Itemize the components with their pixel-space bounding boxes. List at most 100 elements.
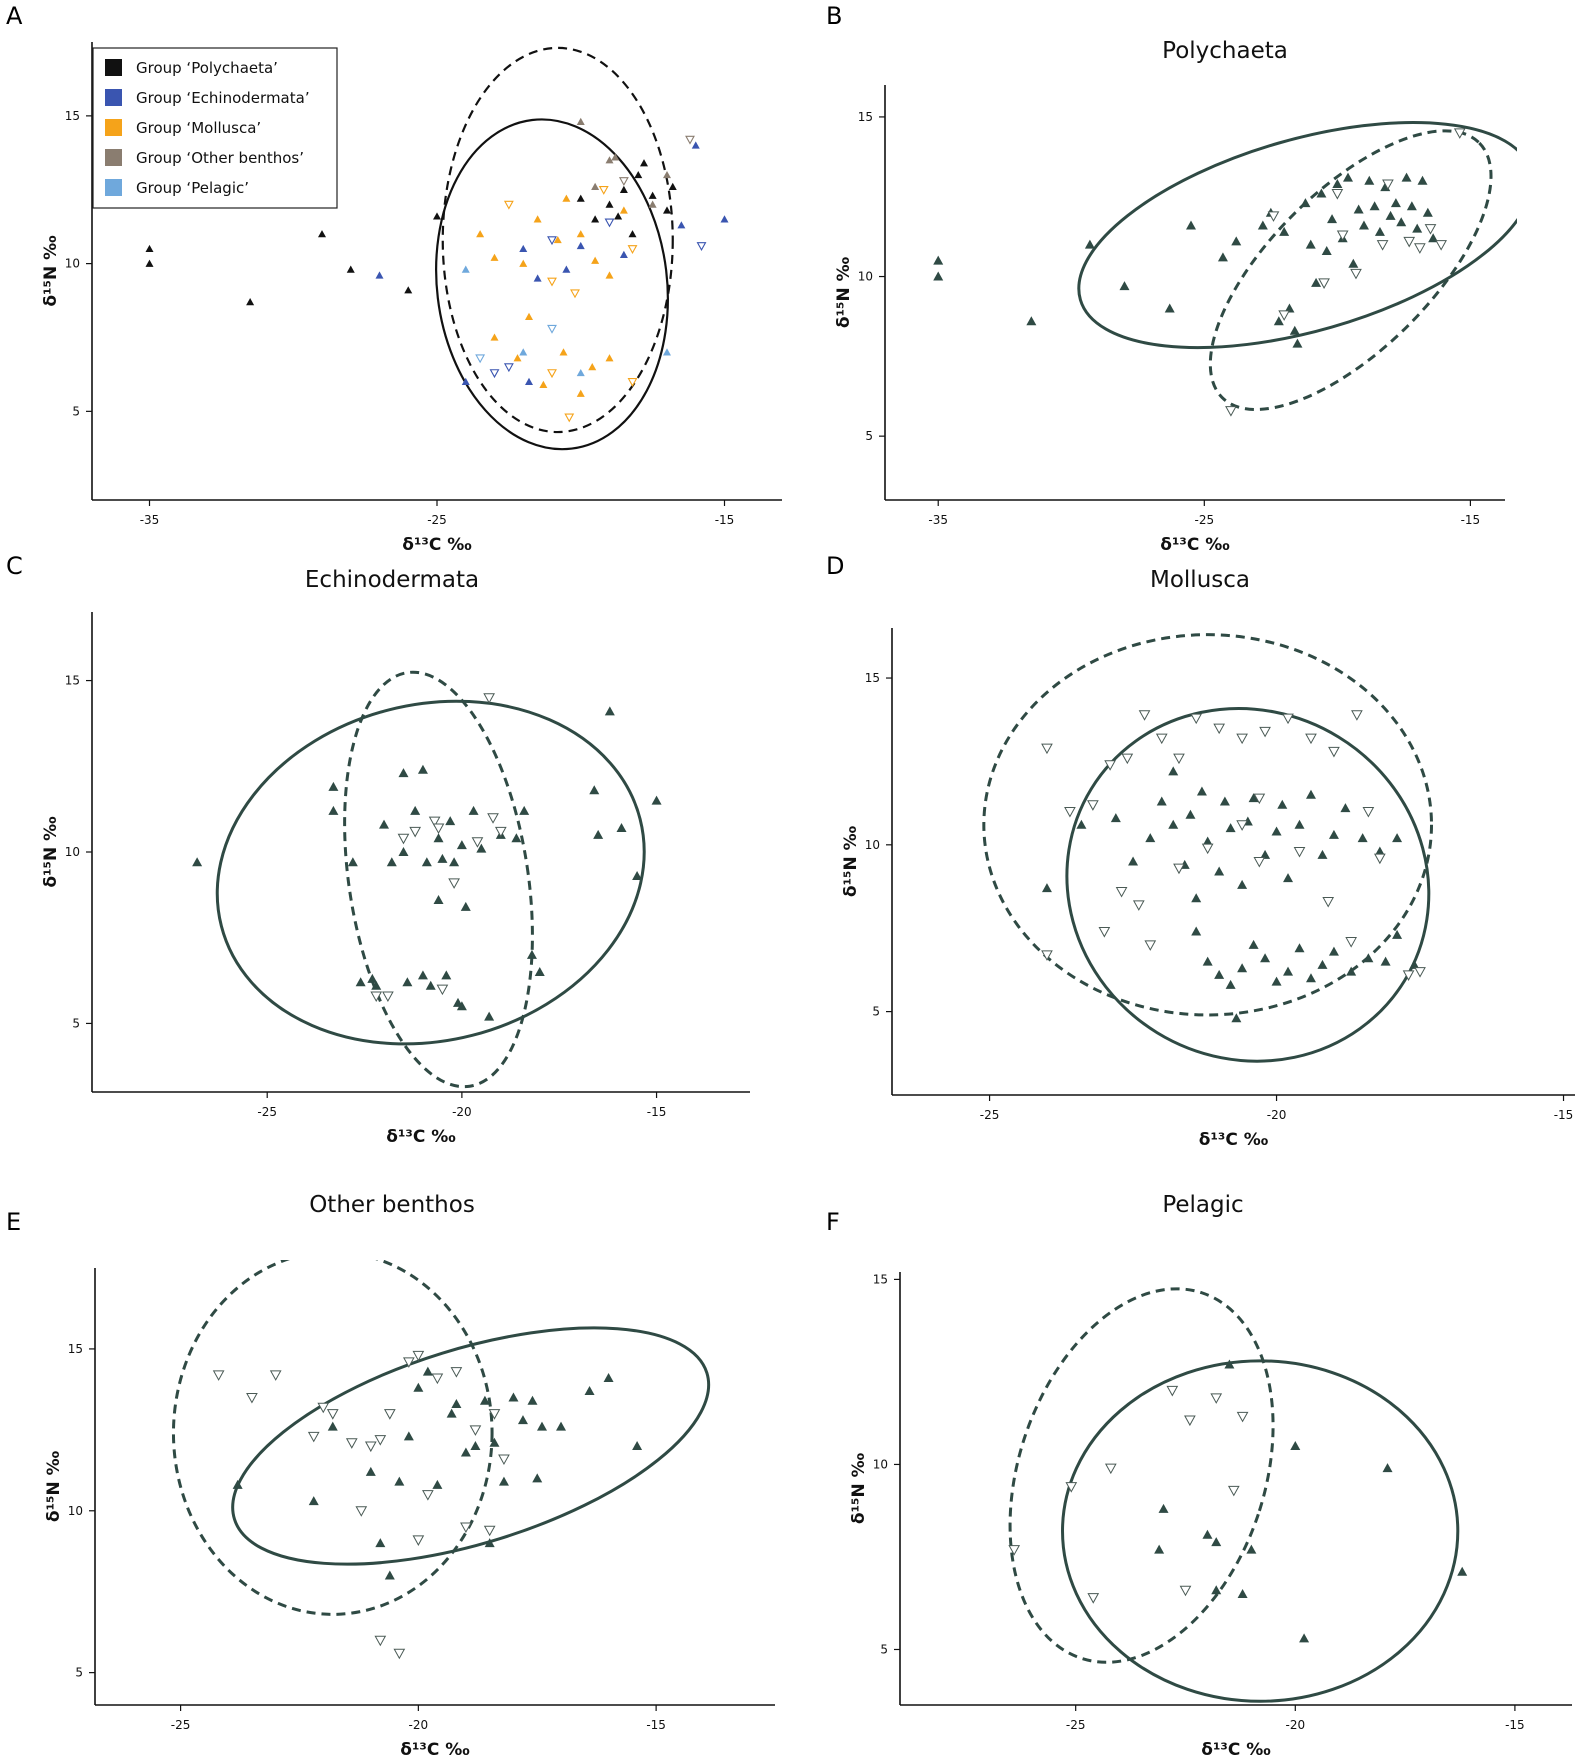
panel-e-series-1 xyxy=(212,1350,510,1660)
panel-a-point xyxy=(677,221,686,229)
panel-c-y-tick-label: 10 xyxy=(65,845,80,859)
legend-label-pelagic: Group ‘Pelagic’ xyxy=(136,179,249,197)
panel-a-point xyxy=(553,235,562,244)
panel-f-ellipses xyxy=(1008,1287,1460,1703)
legend-swatch-polychaeta xyxy=(105,59,122,76)
panel-e-point xyxy=(460,1447,471,1457)
panel-d-point xyxy=(1305,733,1317,745)
panel-f-series-1 xyxy=(1008,1385,1249,1604)
panel-e-point xyxy=(345,1438,358,1449)
panel-d-point xyxy=(1041,883,1052,893)
panel-d-point xyxy=(1145,833,1156,843)
panel-d-point xyxy=(1259,726,1271,738)
panel-a-point xyxy=(475,354,486,364)
panel-d-point xyxy=(1277,799,1288,809)
panel-a-point xyxy=(576,194,585,202)
panel-d-point xyxy=(1305,973,1316,983)
panel-letter-a: A xyxy=(6,2,23,30)
panel-b-point xyxy=(1278,310,1290,321)
panel-c-point xyxy=(456,1001,467,1011)
panel-c-point xyxy=(449,857,460,867)
panel-d-y-tick-label: 5 xyxy=(872,1005,880,1019)
panel-e-point xyxy=(413,1382,424,1392)
panel-d-point xyxy=(1185,809,1196,819)
panel-f-x-tick-label: -25 xyxy=(1066,1718,1086,1732)
panel-e-point xyxy=(232,1479,243,1489)
panel-d-point xyxy=(1283,966,1294,976)
panel-c-point xyxy=(417,764,428,774)
panel-b-point xyxy=(1231,236,1242,246)
panel-f-point xyxy=(1166,1385,1179,1397)
panel-b-point xyxy=(1225,406,1237,417)
panel-b-point xyxy=(1300,198,1311,208)
panel-b-point xyxy=(1026,316,1037,326)
plot-c: -25 -20 -15 5 10 15 δ¹³C ‰ δ¹⁵N ‰ xyxy=(41,612,750,1147)
panel-e-point xyxy=(375,1538,386,1548)
panel-a-point xyxy=(614,212,623,220)
panel-f-point xyxy=(1227,1485,1240,1497)
panel-f-x-tick-label: -15 xyxy=(1505,1718,1525,1732)
panel-e-point xyxy=(383,1409,396,1420)
panel-e-point xyxy=(246,1392,258,1404)
panel-d-series-1 xyxy=(1041,710,1426,981)
panel-e-point xyxy=(412,1350,425,1362)
panel-a-point xyxy=(691,141,700,149)
panel-e-point xyxy=(603,1373,614,1383)
panel-d-point xyxy=(1346,966,1357,976)
panel-c-point xyxy=(328,781,339,791)
panel-c-point xyxy=(379,819,390,829)
panel-d-point xyxy=(1402,970,1415,981)
panel-a-point xyxy=(611,153,620,161)
panel-a-point xyxy=(628,230,637,238)
panel-a-point xyxy=(576,389,585,397)
panel-c-point xyxy=(410,805,421,815)
panel-a-series-3 xyxy=(576,117,695,208)
panel-a-point xyxy=(246,298,255,306)
panel-a-point xyxy=(145,259,154,267)
panel-e-point xyxy=(307,1431,320,1443)
panel-e-point xyxy=(384,1570,395,1580)
panel-a-point xyxy=(627,378,638,387)
panel-b-y-tick-label: 5 xyxy=(865,429,873,443)
panel-a-x-tick-label: -25 xyxy=(427,513,447,527)
panel-a-point xyxy=(663,348,671,356)
panel-e-point xyxy=(402,1357,415,1368)
panel-e-point xyxy=(450,1367,463,1378)
panel-a-point xyxy=(562,265,571,273)
panel-d-x-tick-label: -15 xyxy=(1554,1108,1574,1122)
panel-e-point xyxy=(374,1635,387,1647)
panel-letter-f: F xyxy=(826,1208,840,1236)
panel-b-point xyxy=(1273,316,1284,326)
panel-a-point xyxy=(663,206,671,214)
panel-c-point xyxy=(483,693,495,704)
panel-b-point xyxy=(1353,204,1364,214)
panel-a-point xyxy=(513,354,522,362)
panel-a-point xyxy=(547,324,557,334)
panel-f-ellipse-dashed xyxy=(1008,1287,1275,1664)
panel-e-point xyxy=(422,1490,434,1501)
panel-c-point xyxy=(398,847,409,856)
panel-d-point xyxy=(1213,723,1226,735)
panel-f-point xyxy=(1184,1415,1196,1427)
panel-e-point xyxy=(488,1409,501,1420)
panel-title-f: Pelagic xyxy=(1162,1192,1243,1218)
panel-b-series-0 xyxy=(933,172,1439,348)
panel-f-point xyxy=(1290,1440,1301,1450)
panel-c-point xyxy=(432,823,445,835)
panel-d-point xyxy=(1260,953,1271,963)
panel-e-point xyxy=(212,1370,225,1381)
panel-a-point xyxy=(490,333,499,341)
panel-c-point xyxy=(651,795,662,805)
panel-c-point xyxy=(425,980,436,990)
panel-b-x-tick-label: -35 xyxy=(928,513,948,527)
panel-d-y-tick-label: 15 xyxy=(865,671,880,685)
panel-e-point xyxy=(479,1395,490,1405)
panel-c-point xyxy=(398,768,409,778)
panel-a-point xyxy=(619,206,628,214)
panel-e-point xyxy=(327,1421,338,1431)
panel-b-point xyxy=(1424,224,1437,235)
panel-d-point xyxy=(1253,793,1266,805)
panel-a-point xyxy=(519,348,528,356)
panel-b-ellipse-dashed xyxy=(1208,129,1493,411)
